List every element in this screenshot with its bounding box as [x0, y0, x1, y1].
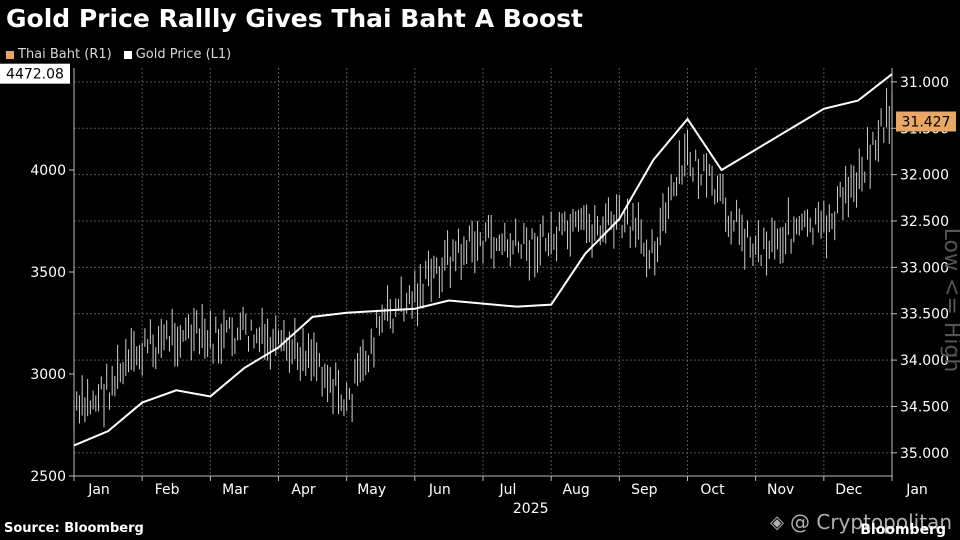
left-tick-label: 2500: [30, 469, 66, 485]
x-tick-label: Jan: [87, 482, 110, 498]
watermark: ◈ @ Cryptopolitan: [770, 510, 952, 534]
x-tick-label: Nov: [767, 482, 794, 498]
x-tick-label: Jul: [499, 482, 517, 498]
right-tick-label: 34.500: [900, 399, 949, 415]
gold-last-value-box: [0, 63, 70, 84]
source-note: Source: Bloomberg: [4, 521, 144, 536]
left-tick-label: 3500: [30, 265, 66, 281]
watermark-text: @ Cryptopolitan: [790, 510, 952, 534]
right-axis-side-label: Low <= High: [939, 228, 960, 373]
right-tick-label: 32.000: [900, 168, 949, 184]
x-tick-label: Jun: [428, 482, 451, 498]
x-tick-label: Feb: [155, 482, 180, 498]
right-tick-label: 31.000: [900, 75, 949, 91]
legend-swatch-baht: [6, 50, 14, 59]
gold-price-line: [73, 73, 893, 447]
legend-item-baht: Thai Baht (R1): [6, 47, 112, 62]
x-year-label: 2025: [513, 501, 549, 517]
right-tick-label: 33.500: [900, 307, 949, 323]
chart-title: Gold Price Rallly Gives Thai Baht A Boos…: [6, 4, 583, 33]
baht-last-value-box: [896, 111, 956, 132]
right-tick-label: 35.000: [900, 446, 949, 462]
right-tick-label: 34.000: [900, 353, 949, 369]
chart-legend: Thai Baht (R1) Gold Price (L1): [6, 47, 231, 62]
x-tick-label: Sep: [631, 482, 658, 498]
legend-label-baht: Thai Baht (R1): [18, 47, 112, 62]
x-tick-label: Aug: [562, 482, 589, 498]
left-tick-label: 3000: [30, 367, 66, 383]
right-tick-label: 32.500: [900, 214, 949, 230]
x-tick-label: Jan: [905, 482, 928, 498]
right-tick-label: 33.000: [900, 260, 949, 276]
baht-last-value-label: 31.427: [902, 115, 951, 131]
x-tick-label: Oct: [700, 482, 725, 498]
diamond-logo-icon: ◈: [770, 511, 785, 533]
legend-label-gold: Gold Price (L1): [135, 47, 232, 62]
legend-swatch-gold: [123, 50, 132, 59]
left-tick-label: 4000: [30, 163, 66, 179]
gold-last-value-label: 4472.08: [6, 67, 64, 83]
legend-item-gold: Gold Price (L1): [123, 47, 232, 62]
x-tick-label: Mar: [222, 482, 249, 498]
x-tick-label: Dec: [835, 482, 862, 498]
x-tick-label: May: [357, 482, 386, 498]
x-tick-label: Apr: [291, 482, 315, 498]
brand-label: Bloomberg: [860, 522, 946, 538]
